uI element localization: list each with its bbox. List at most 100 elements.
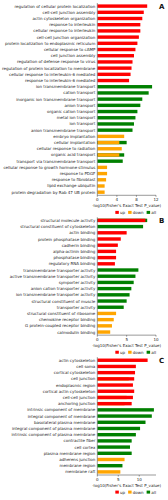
category-label: transporter activity <box>57 305 96 310</box>
bars <box>97 359 154 474</box>
legend-label: all <box>151 350 156 355</box>
x-tick-label: 4 <box>116 197 119 202</box>
bar <box>97 73 130 76</box>
category-label: symporter activity <box>59 280 96 285</box>
bar <box>97 293 129 296</box>
category-label: regulatory RNA binding <box>49 261 96 266</box>
legend-swatch <box>147 351 151 354</box>
bar <box>97 324 112 327</box>
panel-title: B <box>159 217 164 225</box>
category-label: membrane raft <box>65 469 96 474</box>
category-label: integral component of plasma membrane <box>12 426 96 431</box>
bar <box>97 402 131 405</box>
bar <box>97 153 119 156</box>
category-label: metal ion transport <box>57 115 96 120</box>
x-axis <box>97 335 156 336</box>
category-label: anion transmembrane transport <box>31 128 96 133</box>
legend: updownall <box>115 490 156 495</box>
category-label: regulation of protein localization to me… <box>2 66 96 71</box>
bars <box>97 4 152 193</box>
bar <box>97 275 135 278</box>
bar <box>97 54 134 57</box>
x-tick-label: 10 <box>153 337 159 342</box>
panel: regulation of cellular protein localizat… <box>2 3 165 215</box>
category-label: integral component of membrane <box>28 414 96 419</box>
category-label: cation transport <box>63 90 95 95</box>
bar <box>97 287 131 290</box>
bar <box>97 243 118 246</box>
category-label: actin cytoskeleton organization <box>33 16 96 21</box>
legend-swatch <box>128 351 132 354</box>
x-tick-label: 5 <box>117 477 120 482</box>
bar <box>97 11 143 14</box>
bar <box>97 147 121 150</box>
x-axis <box>97 475 156 476</box>
bar <box>97 60 132 63</box>
category-label: intrinsic component of membrane <box>27 407 96 412</box>
y-axis <box>97 217 98 335</box>
category-label: cell cortex <box>75 445 96 450</box>
bar <box>97 79 129 82</box>
category-label: lipid exchange ubiquitin <box>47 183 95 188</box>
panel: structural molecule activitystructural c… <box>10 217 165 354</box>
panel-title: C <box>159 357 164 365</box>
y-axis <box>97 3 98 195</box>
panel: actin cytoskeletoncell somacortical cyto… <box>11 357 164 494</box>
category-label: inorganic ion transmembrane transport <box>16 97 95 102</box>
category-label: response to interleukin-6 mediated <box>25 78 96 83</box>
bar <box>97 359 147 362</box>
bar <box>97 190 104 193</box>
bar <box>97 439 131 442</box>
bar <box>97 225 143 228</box>
category-label: regulation of cellular protein localizat… <box>15 4 96 9</box>
bar <box>97 452 131 455</box>
category-label: cell-cell junction <box>63 395 96 400</box>
bar <box>97 470 120 473</box>
bar <box>97 458 124 461</box>
bar <box>97 48 135 51</box>
legend-swatch <box>147 211 151 214</box>
legend-label: up <box>120 350 126 355</box>
bar <box>97 318 113 321</box>
category-label: regulation of defense response to virus <box>17 59 95 64</box>
legend-swatch <box>128 211 132 214</box>
bar <box>97 184 104 187</box>
category-label: ion transport <box>69 121 95 126</box>
category-label: protein phosphatase binding <box>38 237 96 242</box>
category-label: cell junction assembly <box>51 53 96 58</box>
legend-label: up <box>120 490 126 495</box>
bar <box>97 141 126 144</box>
y-axis <box>97 357 98 475</box>
x-axis <box>97 195 156 196</box>
category-label: endoplasmic region <box>56 383 96 388</box>
category-label: cellular response to interleukin <box>33 28 95 33</box>
category-label: embryo implantation <box>53 134 95 139</box>
category-label: cadherin binding <box>62 243 96 248</box>
category-label: protein degradation by Rab 47 UB protein <box>12 190 96 195</box>
bar <box>97 116 135 119</box>
category-label: alpha-actinin binding <box>53 249 96 254</box>
bar <box>97 256 116 259</box>
category-label: transmembrane transporter activity <box>23 268 96 273</box>
bar <box>97 66 131 69</box>
legend-swatch <box>147 491 151 494</box>
category-label: basolateral plasma membrane <box>34 420 96 425</box>
category-label: response to PDGF <box>60 171 96 176</box>
bar <box>97 421 145 424</box>
x-tick-label: 12 <box>153 197 159 202</box>
category-label: cellular implantation <box>54 140 96 145</box>
category-label: G protein-coupled receptor binding <box>25 323 96 328</box>
legend-label: down <box>133 350 144 355</box>
category-label: ion transmembrane transport <box>36 84 96 89</box>
bar <box>97 396 133 399</box>
bar <box>97 306 123 309</box>
legend-label: down <box>133 490 144 495</box>
bar <box>97 371 135 374</box>
bar <box>97 97 142 100</box>
category-label: cellular response to interleukin-6 media… <box>9 72 96 77</box>
category-label: structural constituent of ribosome <box>27 311 96 316</box>
category-label: membrane region <box>59 463 95 468</box>
bar <box>97 365 136 368</box>
category-label: anion cation transporter activity <box>31 286 96 291</box>
category-label: intrinsic component of plasma membrane <box>11 432 95 437</box>
